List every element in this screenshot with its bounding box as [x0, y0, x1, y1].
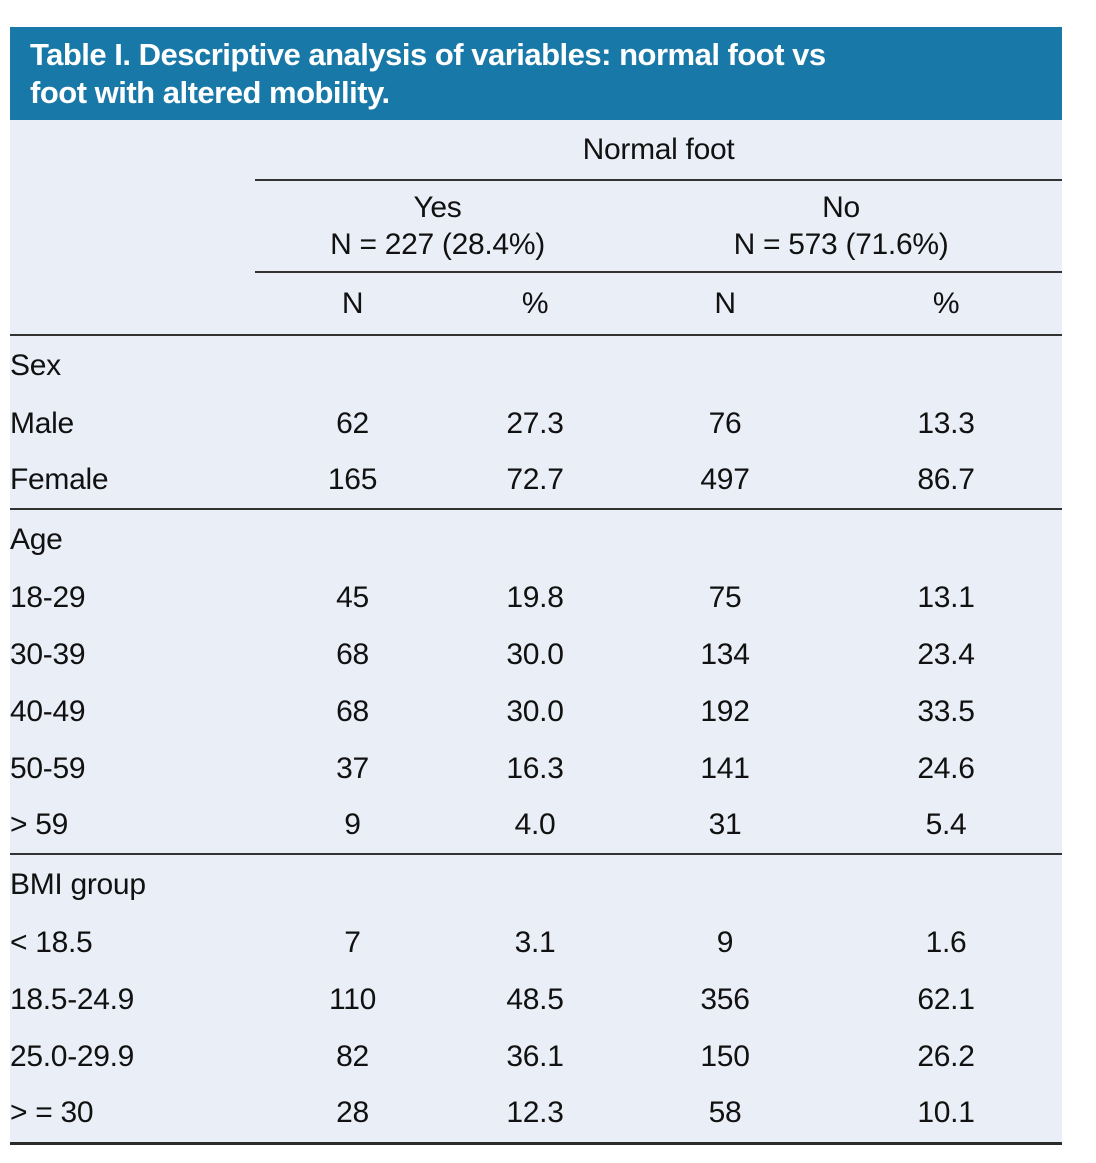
table-row-over-59: > 59 9 4.0 31 5.4 [10, 797, 1063, 855]
column-group-normal-foot: Normal foot [255, 120, 1063, 181]
value-cell: 13.3 [917, 406, 975, 440]
row-label: Female [10, 452, 255, 510]
value-cell: 36.1 [506, 1039, 564, 1073]
row-label: 25.0-29.9 [10, 1039, 135, 1073]
section-header-row-sex: Sex [10, 335, 1062, 395]
col-header-yes-n: N [255, 272, 450, 336]
value-cell: 72.7 [450, 452, 620, 510]
table-row-female: Female 165 72.7 497 86.7 [10, 452, 1063, 510]
table-row-30-plus: > = 30 28 12.3 58 10.1 [10, 1085, 1063, 1145]
value-cell: 7 [344, 925, 361, 959]
yes-count: N = 227 (28.4%) [330, 228, 545, 261]
value-cell: 30.0 [506, 637, 564, 671]
value-cell: 1.6 [925, 925, 967, 959]
section-title-bmi: BMI group [10, 867, 146, 901]
value-cell: 12.3 [450, 1085, 620, 1145]
table-row-under-18-5: < 18.5 7 3.1 9 1.6 [10, 914, 1062, 971]
value-cell: 141 [700, 751, 750, 785]
col-header-yes-pct: % [450, 272, 620, 336]
empty-corner-cell [10, 120, 255, 180]
value-cell: 4.0 [450, 797, 620, 855]
value-cell: 19.8 [506, 580, 564, 614]
value-cell: 86.7 [830, 452, 1063, 510]
value-cell: 75 [708, 580, 742, 614]
group-header-row: Normal foot [10, 120, 1063, 181]
value-cell: 9 [716, 925, 734, 959]
value-cell: 48.5 [506, 982, 564, 1016]
yes-no-header-row: Yes N = 227 (28.4%) No N = 573 (71.6%) [10, 180, 1063, 273]
row-label: Male [10, 406, 74, 440]
value-cell: 68 [336, 637, 369, 671]
row-label: > 59 [10, 797, 255, 855]
table-row-male: Male 62 27.3 76 13.3 [10, 395, 1062, 452]
yes-label: Yes [413, 191, 462, 224]
value-cell: 497 [620, 452, 830, 510]
value-cell: 33.5 [917, 694, 975, 728]
table-row-30-39: 30-39 68 30.0 134 23.4 [10, 626, 1062, 683]
value-cell: 23.4 [917, 637, 975, 671]
value-cell: 150 [700, 1039, 750, 1073]
value-cell: 26.2 [917, 1039, 975, 1073]
value-cell: 165 [255, 452, 450, 510]
value-cell: 76 [708, 406, 742, 440]
value-cell: 5.4 [830, 797, 1063, 855]
row-label: < 18.5 [10, 925, 93, 959]
value-cell: 58 [620, 1085, 830, 1145]
value-cell: 356 [700, 982, 750, 1016]
value-cell: 13.1 [917, 580, 975, 614]
table-title: Table I. Descriptive analysis of variabl… [30, 36, 826, 110]
table-row-18-5-24-9: 18.5-24.9 110 48.5 356 62.1 [10, 971, 1062, 1028]
empty-cell [10, 180, 255, 272]
col-header-no-pct: % [830, 272, 1063, 336]
row-label: > = 30 [10, 1085, 255, 1145]
table-row-25-0-29-9: 25.0-29.9 82 36.1 150 26.2 [10, 1028, 1062, 1085]
value-cell: 3.1 [514, 925, 556, 959]
table-row-50-59: 50-59 37 16.3 141 24.6 [10, 740, 1062, 797]
row-label: 18-29 [10, 580, 86, 614]
section-header-row-bmi: BMI group [10, 854, 1062, 914]
value-cell: 24.6 [917, 751, 975, 785]
value-cell: 62 [336, 406, 369, 440]
table-row-18-29: 18-29 45 19.8 75 13.1 [10, 569, 1062, 626]
value-cell: 62.1 [917, 982, 975, 1016]
no-label: No [822, 191, 860, 224]
descriptive-analysis-table: Normal foot Yes N = 227 (28.4%) No N = 5… [10, 120, 1063, 1145]
value-cell: 134 [700, 637, 750, 671]
column-no-header: No N = 573 (71.6%) [620, 180, 1063, 273]
value-cell: 16.3 [506, 751, 564, 785]
value-cell: 10.1 [830, 1085, 1063, 1145]
row-label: 50-59 [10, 751, 86, 785]
value-cell: 30.0 [506, 694, 564, 728]
value-cell: 192 [700, 694, 750, 728]
value-cell: 82 [336, 1039, 369, 1073]
table-title-banner: Table I. Descriptive analysis of variabl… [10, 27, 1062, 120]
empty-cell [10, 272, 255, 336]
column-yes-header: Yes N = 227 (28.4%) [255, 180, 620, 273]
col-header-no-n: N [620, 272, 830, 336]
table-row-40-49: 40-49 68 30.0 192 33.5 [10, 683, 1062, 740]
value-cell: 27.3 [506, 406, 564, 440]
no-count: N = 573 (71.6%) [733, 228, 949, 261]
value-cell: 31 [620, 797, 830, 855]
row-label: 40-49 [10, 694, 86, 728]
value-cell: 9 [255, 797, 450, 855]
section-title-sex: Sex [10, 348, 61, 382]
row-label: 18.5-24.9 [10, 982, 135, 1016]
row-label: 30-39 [10, 637, 86, 671]
measure-header-row: N % N % [10, 272, 1063, 336]
value-cell: 45 [336, 580, 369, 614]
value-cell: 68 [336, 694, 369, 728]
section-header-row-age: Age [10, 509, 1062, 569]
section-title-age: Age [10, 522, 63, 556]
value-cell: 28 [255, 1085, 450, 1145]
value-cell: 110 [329, 982, 376, 1016]
value-cell: 37 [336, 751, 369, 785]
